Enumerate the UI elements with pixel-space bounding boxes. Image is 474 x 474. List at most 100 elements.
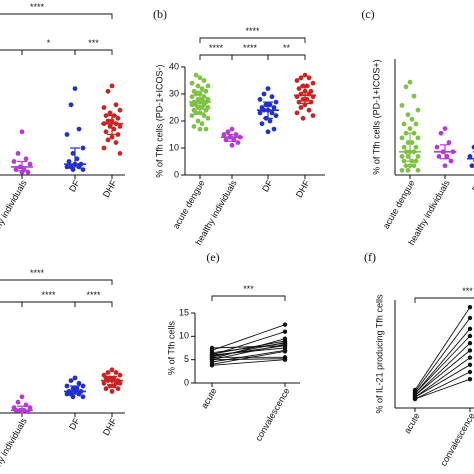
data-point [103,386,109,392]
data-point [205,115,211,121]
data-point [403,163,409,169]
data-point [105,88,111,94]
data-point [15,399,21,405]
data-point [469,163,474,169]
significance-label: **** [41,290,56,300]
data-point [401,121,407,127]
data-point [15,151,21,156]
significance-bracket [199,54,233,60]
significance-label: **** [30,268,45,278]
data-point [205,83,211,89]
data-point [310,113,316,118]
data-point [411,163,417,169]
data-point [105,137,111,143]
data-point [407,126,413,131]
data-point [27,161,33,167]
data-point [109,367,115,373]
x-tick-label: DF [67,416,82,432]
significance-label: *** [462,286,473,296]
data-point [107,124,113,129]
data-point [261,91,267,97]
data-point [298,105,304,110]
y-axis-label: % of Tfh cells (PD-1+ICOS+) [371,59,381,174]
data-point [199,121,205,127]
data-point [76,126,82,132]
data-point [405,112,411,118]
significance-label: ** [283,43,291,53]
y-tick-label: 0 [174,169,179,179]
data-point [413,121,419,127]
data-point [282,349,288,354]
significance-bracket [414,297,474,303]
data-point [302,72,308,78]
data-point [405,140,411,145]
data-point [101,380,107,386]
data-point [282,336,288,341]
data-point [296,86,302,91]
data-point [269,110,275,116]
data-point [199,105,205,110]
panel-label: (f) [364,250,376,264]
data-point [273,99,279,105]
data-point [23,156,29,162]
x-tick-label: DF [67,178,82,194]
data-point [105,118,111,124]
data-point [109,134,115,140]
x-tick-label: DHF [101,416,119,437]
x-tick-label: healthy individuals [0,178,29,247]
data-point [113,140,119,146]
data-point [409,140,415,145]
x-tick-label: acute dengue [381,178,417,230]
data-point [282,340,288,345]
data-point [115,115,121,121]
data-point [199,86,205,91]
data-point [467,341,473,346]
panel-label: (e) [206,250,219,264]
pair-line [414,317,471,393]
pair-line [414,371,471,400]
y-tick-label: 40 [169,61,179,71]
data-point [193,72,199,78]
data-point [399,103,405,108]
data-point [300,115,306,121]
significance-label: **** [245,26,260,36]
data-point [442,163,448,169]
data-point [201,113,207,118]
y-tick-label: 15 [179,307,189,317]
data-point [467,315,473,321]
data-point [401,144,407,150]
data-point [282,329,288,334]
data-point [415,107,421,113]
pair-line [211,359,286,366]
data-point [64,383,70,389]
x-tick-label: DF [470,178,474,194]
data-point [27,405,33,410]
x-tick-label: healthy individuals [0,416,29,474]
data-point [109,389,115,394]
pair-line [211,345,286,349]
data-point [401,158,407,164]
pair-line [414,306,471,391]
data-point [265,129,271,135]
x-tick-label: DHF [294,178,312,199]
data-point [11,159,17,164]
x-tick-label: acute [402,411,422,435]
x-tick-label: convalescence [253,386,291,443]
pair-line [211,358,286,361]
x-tick-label: DF [260,178,275,194]
data-point [471,144,474,150]
data-point [436,154,442,159]
data-point [19,394,25,400]
significance-bracket [199,37,306,43]
data-point [282,322,288,327]
data-point [203,88,209,94]
data-point [415,135,421,141]
data-point [267,102,273,108]
data-point [70,151,76,156]
data-point [229,126,235,132]
y-tick-label: 20 [169,115,179,125]
data-point [259,121,265,127]
significance-bracket [267,54,306,60]
data-point [72,86,78,91]
y-axis-label: % of Tfh cells [166,321,176,375]
